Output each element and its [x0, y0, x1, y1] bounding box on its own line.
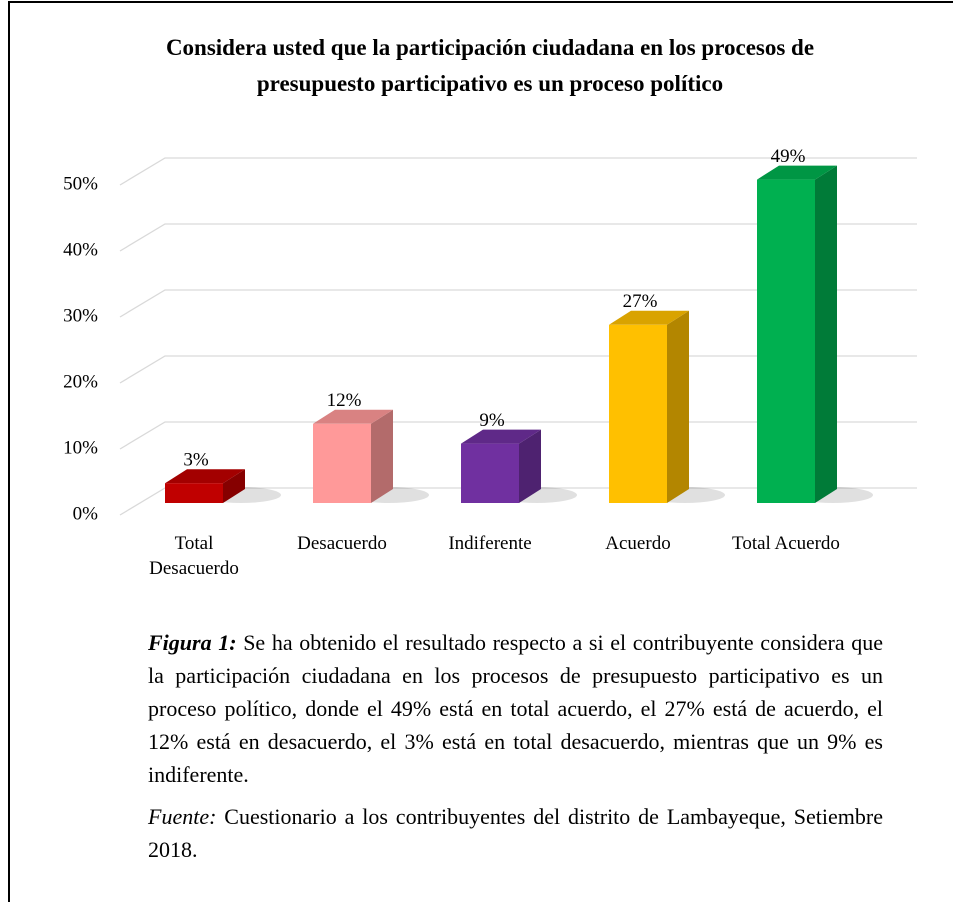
- x-tick-label: Total Desacuerdo: [149, 533, 239, 579]
- bar-top: [165, 469, 245, 484]
- x-tick-label: Total Acuerdo: [732, 533, 840, 554]
- caption-label: Figura 1:: [148, 630, 237, 655]
- y-tick-label: 20%: [63, 371, 98, 392]
- bar-top: [609, 310, 689, 325]
- y-tick-label: 10%: [63, 437, 98, 458]
- bar-side: [667, 310, 689, 503]
- bar-side: [223, 469, 245, 503]
- figure-source: Fuente: Cuestionario a los contribuyente…: [148, 800, 883, 866]
- caption-text: Se ha obtenido el resultado respecto a s…: [148, 630, 883, 787]
- value-label: 12%: [327, 390, 362, 411]
- grid-line: [119, 223, 917, 252]
- value-label: 27%: [623, 291, 658, 312]
- y-tick-label: 0%: [73, 503, 99, 524]
- bar-side: [519, 429, 541, 503]
- bar: [757, 179, 815, 503]
- grid-line: [119, 157, 917, 186]
- y-tick-label: 50%: [63, 173, 98, 194]
- x-tick-label: Desacuerdo: [297, 533, 387, 554]
- chart-title: Considera usted que la participación ciu…: [165, 35, 815, 96]
- x-tick-label: Indiferente: [448, 533, 532, 554]
- y-tick-label: 30%: [63, 305, 98, 326]
- bar-top: [461, 429, 541, 444]
- frame: [8, 1, 953, 902]
- grid-line: [119, 289, 917, 318]
- bar-top: [757, 165, 837, 180]
- figure-caption: Figura 1: Se ha obtenido el resultado re…: [148, 626, 883, 791]
- value-label: 9%: [479, 410, 505, 431]
- y-tick-label: 40%: [63, 239, 98, 260]
- value-label: 49%: [771, 146, 806, 167]
- source-text: Cuestionario a los contribuyentes del di…: [148, 804, 884, 862]
- bar-side: [815, 165, 837, 503]
- bar-top: [313, 409, 393, 424]
- x-tick-label: Acuerdo: [605, 533, 671, 554]
- value-label: 3%: [183, 450, 209, 471]
- bar: [313, 423, 371, 503]
- bar: [609, 324, 667, 503]
- source-label: Fuente:: [148, 804, 217, 829]
- bar: [461, 443, 519, 503]
- bar: [165, 483, 223, 503]
- bar-side: [371, 409, 393, 503]
